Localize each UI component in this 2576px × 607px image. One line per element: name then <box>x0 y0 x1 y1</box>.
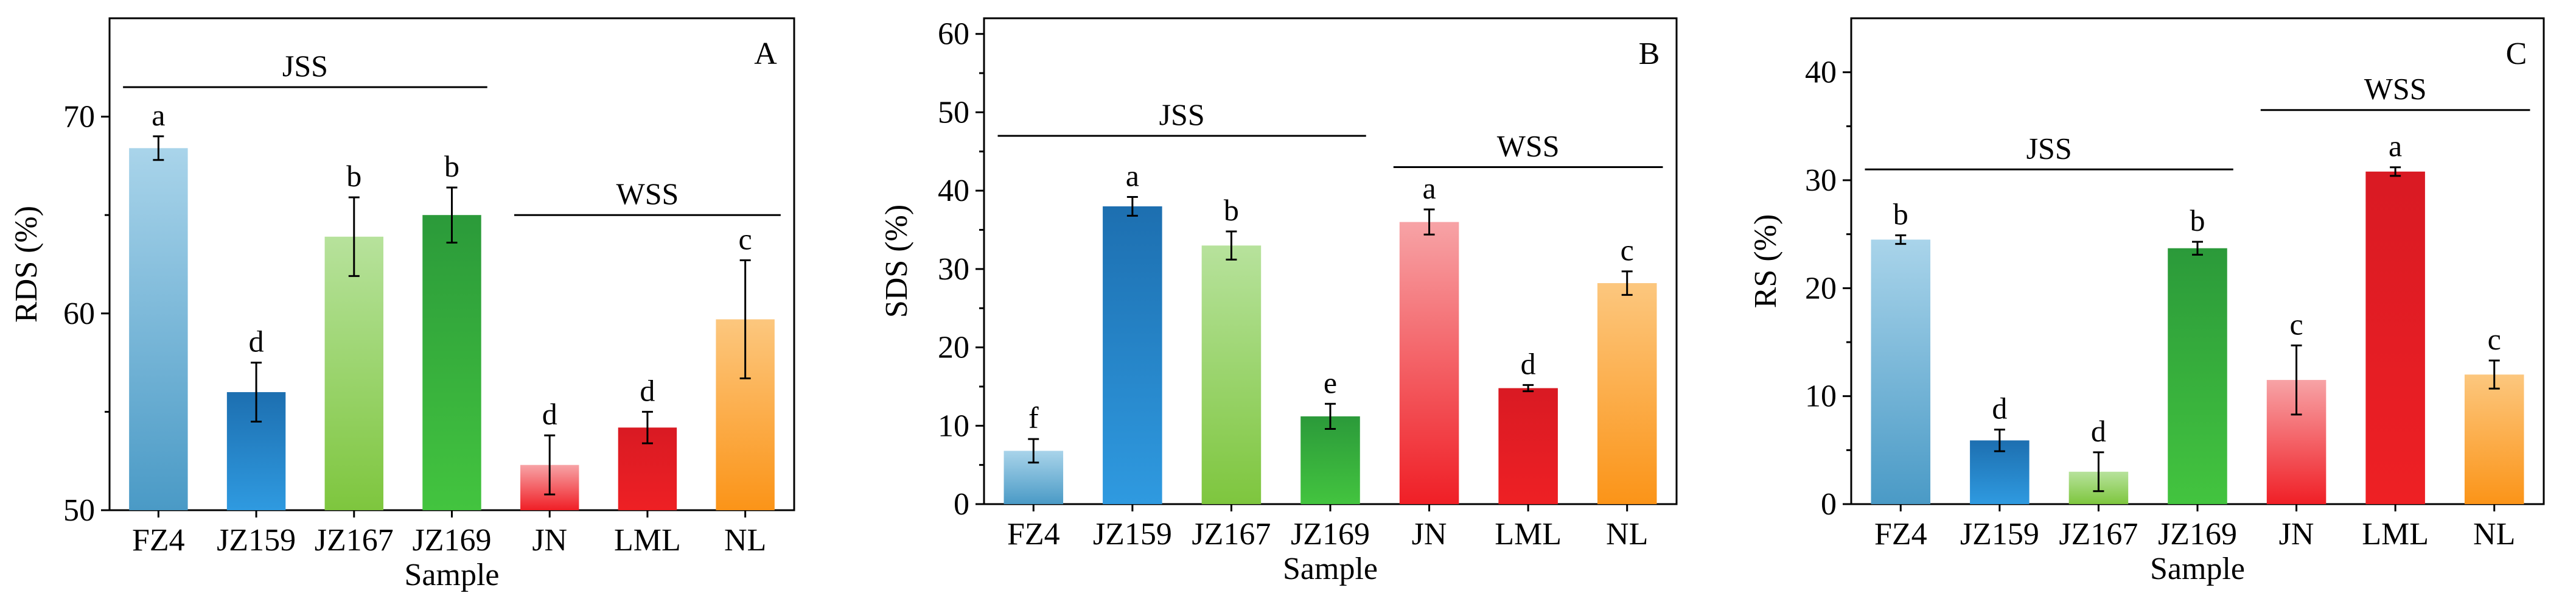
panel-label: C <box>2506 37 2527 71</box>
y-tick-label: 50 <box>938 95 969 130</box>
y-axis-label: SDS (%) <box>879 205 914 318</box>
y-tick-label: 60 <box>63 296 95 331</box>
bar-NL <box>1597 283 1657 504</box>
group-label-JSS: JSS <box>1159 97 1205 132</box>
significance-letter: b <box>2190 203 2205 237</box>
x-tick-label: JN <box>2279 517 2314 552</box>
x-tick-label: LML <box>614 523 681 558</box>
significance-letter: b <box>1893 197 1908 231</box>
significance-letter: b <box>346 159 361 193</box>
significance-letter: d <box>249 325 264 359</box>
significance-letter: c <box>1621 233 1634 267</box>
significance-letter: a <box>1422 171 1436 205</box>
x-tick-label: NL <box>2473 517 2515 552</box>
x-axis-label: Sample <box>1283 552 1378 586</box>
x-tick-label: NL <box>724 523 766 558</box>
bar-JZ169 <box>422 215 481 510</box>
group-label-JSS: JSS <box>282 49 328 83</box>
x-tick-label: JN <box>1412 517 1447 552</box>
y-tick-label: 60 <box>938 17 969 52</box>
bar-NL <box>2464 374 2524 504</box>
bar-JZ169 <box>2168 248 2227 504</box>
group-label-WSS: WSS <box>616 177 679 211</box>
significance-letter: c <box>2488 322 2501 356</box>
y-axis-label: RDS (%) <box>9 206 44 323</box>
x-axis-label: Sample <box>405 558 500 592</box>
x-tick-label: LML <box>2362 517 2429 552</box>
bar-JZ167 <box>324 236 383 510</box>
panel-label: B <box>1639 37 1660 71</box>
bar-JZ159 <box>1103 206 1162 504</box>
bar-LML <box>2365 171 2425 504</box>
y-tick-label: 30 <box>1805 163 1837 198</box>
significance-letter: c <box>2289 307 2303 341</box>
panel-B: 0 10 20 30 40 50 60 SDS (%) f FZ4 a JZ159 b JZ167 e JZ1… <box>879 17 1678 586</box>
y-tick-label: 20 <box>938 331 969 365</box>
y-tick-label: 70 <box>63 100 95 135</box>
significance-letter: d <box>1521 346 1536 381</box>
y-tick-label: 40 <box>938 174 969 208</box>
significance-letter: a <box>2389 129 2402 163</box>
x-tick-label: JN <box>532 523 567 558</box>
bar-FZ4 <box>1871 239 1931 504</box>
significance-letter: c <box>739 222 752 256</box>
bar-FZ4 <box>129 148 188 510</box>
x-tick-label: JZ169 <box>2158 517 2237 552</box>
panel-C: 0 10 20 30 40 RS (%) b FZ4 d JZ159 d JZ167 b JZ169 c JN… <box>1748 17 2545 586</box>
x-tick-label: JZ159 <box>1093 517 1172 552</box>
y-axis-label: RS (%) <box>1748 214 1783 309</box>
y-tick-label: 10 <box>938 409 969 443</box>
y-tick-label: 30 <box>938 252 969 287</box>
x-tick-label: JZ167 <box>315 523 394 558</box>
y-tick-label: 40 <box>1805 55 1837 90</box>
bar-JZ167 <box>1201 245 1262 504</box>
x-tick-label: JZ159 <box>217 523 296 558</box>
x-tick-label: FZ4 <box>1874 517 1927 552</box>
x-tick-label: NL <box>1606 517 1648 552</box>
significance-letter: e <box>1324 365 1337 399</box>
bar-LML <box>1498 388 1558 504</box>
x-tick-label: FZ4 <box>132 523 185 558</box>
x-tick-label: JZ159 <box>1960 517 2039 552</box>
y-tick-label: 0 <box>954 487 969 522</box>
significance-letter: d <box>640 373 655 407</box>
y-tick-label: 20 <box>1805 271 1837 306</box>
panel-A: 50 60 70 RDS (%) a FZ4 d JZ159 b JZ167 b JZ169 d JN d L… <box>9 17 795 592</box>
x-axis-label: Sample <box>2150 552 2245 586</box>
significance-letter: b <box>444 149 459 183</box>
x-tick-label: JZ169 <box>1291 517 1370 552</box>
x-tick-label: LML <box>1495 517 1562 552</box>
group-label-JSS: JSS <box>2026 131 2072 165</box>
significance-letter: d <box>542 397 557 431</box>
panel-label: A <box>754 37 777 71</box>
significance-letter: b <box>1224 193 1239 227</box>
y-tick-label: 50 <box>63 493 95 528</box>
significance-letter: a <box>152 98 165 132</box>
y-tick-label: 0 <box>1821 487 1837 522</box>
group-label-WSS: WSS <box>2364 72 2427 106</box>
y-tick-label: 10 <box>1805 379 1837 414</box>
significance-letter: f <box>1028 401 1039 435</box>
x-tick-label: JZ169 <box>413 523 492 558</box>
x-tick-label: FZ4 <box>1007 517 1060 552</box>
bar-JN <box>1399 222 1459 504</box>
x-tick-label: JZ167 <box>1192 517 1271 552</box>
significance-letter: d <box>1992 391 2007 426</box>
bar-JZ169 <box>1300 416 1360 504</box>
group-label-WSS: WSS <box>1497 129 1560 163</box>
significance-letter: d <box>2091 414 2106 448</box>
x-tick-label: JZ167 <box>2059 517 2138 552</box>
significance-letter: a <box>1126 158 1139 192</box>
